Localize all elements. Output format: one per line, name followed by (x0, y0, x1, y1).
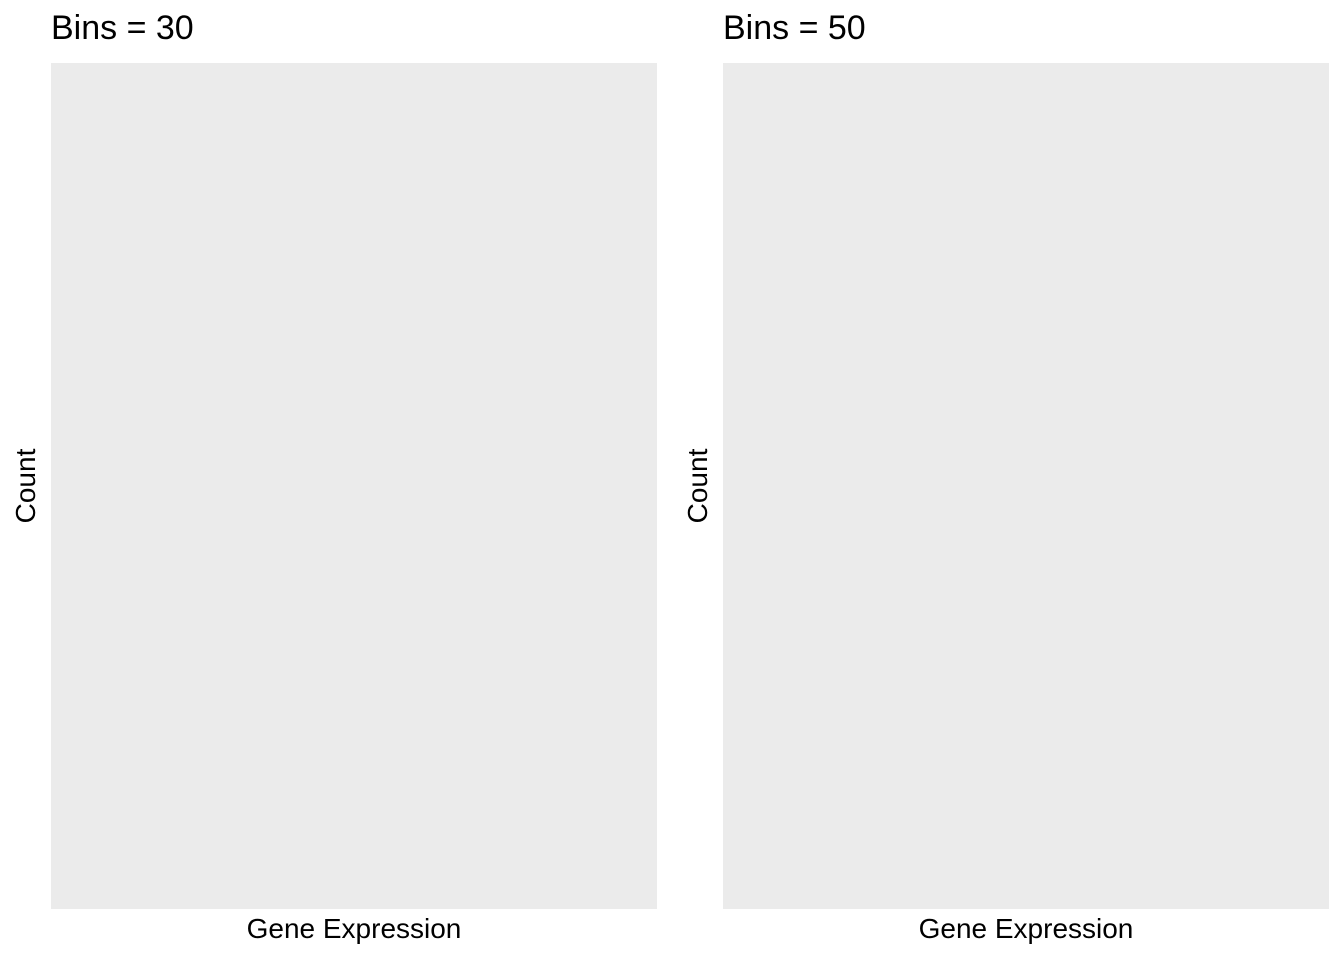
histogram-panel-bins-30: Bins = 30 Count Gene Expression (10, 9, 657, 944)
plot-area (723, 63, 1329, 909)
plot-area (51, 63, 657, 909)
chart-title: Bins = 50 (723, 9, 866, 47)
chart-title: Bins = 30 (51, 9, 194, 47)
y-axis-label: Count (10, 448, 41, 524)
x-axis-label: Gene Expression (918, 913, 1134, 944)
y-axis-label: Count (682, 448, 713, 524)
histogram-panel-bins-50: Bins = 50 Count Gene Expression (672, 0, 1344, 960)
x-axis-label: Gene Expression (246, 913, 462, 944)
